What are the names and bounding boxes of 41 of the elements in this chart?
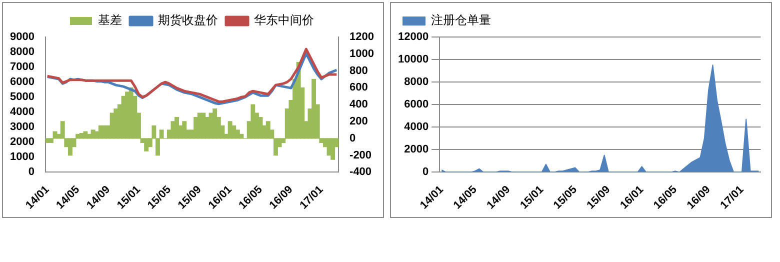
bar — [68, 138, 72, 156]
bar — [144, 138, 149, 152]
y-tick-label: 5000 — [10, 91, 34, 104]
bar — [212, 108, 218, 139]
bar — [250, 104, 256, 139]
bar — [174, 116, 180, 139]
y2-tick-label: 400 — [350, 98, 368, 111]
y2-tick-label: -400 — [350, 166, 372, 178]
y2-tick-label: -200 — [350, 149, 372, 162]
y-tick-label: 4000 — [10, 106, 34, 118]
bar — [330, 138, 336, 160]
y2-tick-label: 200 — [350, 116, 368, 128]
bar — [239, 134, 244, 139]
legend-label: 注册仓单量 — [431, 13, 491, 28]
y2-tick-label: 600 — [350, 82, 368, 94]
legend-label: 基差 — [98, 13, 122, 28]
y-tick-label: 2000 — [10, 136, 34, 148]
legend-label: 期货收盘价 — [158, 13, 218, 28]
y-tick-label: 3000 — [10, 121, 34, 134]
y-tick-label: 2000 — [404, 144, 429, 156]
y-tick-label: 7000 — [10, 61, 34, 74]
y-tick-label: 10000 — [398, 54, 429, 66]
y-tick-label: 0 — [422, 166, 429, 178]
bar — [232, 125, 236, 139]
bar — [312, 78, 316, 139]
y-tick-label: 8000 — [404, 76, 429, 88]
y-tick-label: 4000 — [404, 121, 429, 134]
y2-tick-label: 0 — [350, 132, 356, 144]
y-tick-label: 6000 — [10, 76, 34, 88]
y2-tick-label: 1000 — [350, 48, 374, 60]
y-tick-label: 6000 — [404, 98, 429, 111]
y-tick-label: 1000 — [10, 151, 34, 164]
bar — [201, 112, 206, 139]
y2-tick-label: 800 — [350, 64, 368, 77]
y2-tick-label: 1200 — [350, 31, 374, 44]
y-tick-label: 9000 — [10, 31, 34, 44]
y-tick-label: 0 — [28, 166, 34, 178]
bar — [182, 121, 187, 139]
legend-label: 华东中间价 — [254, 13, 314, 28]
y-tick-label: 8000 — [10, 46, 34, 58]
y-tick-label: 12000 — [398, 31, 429, 44]
